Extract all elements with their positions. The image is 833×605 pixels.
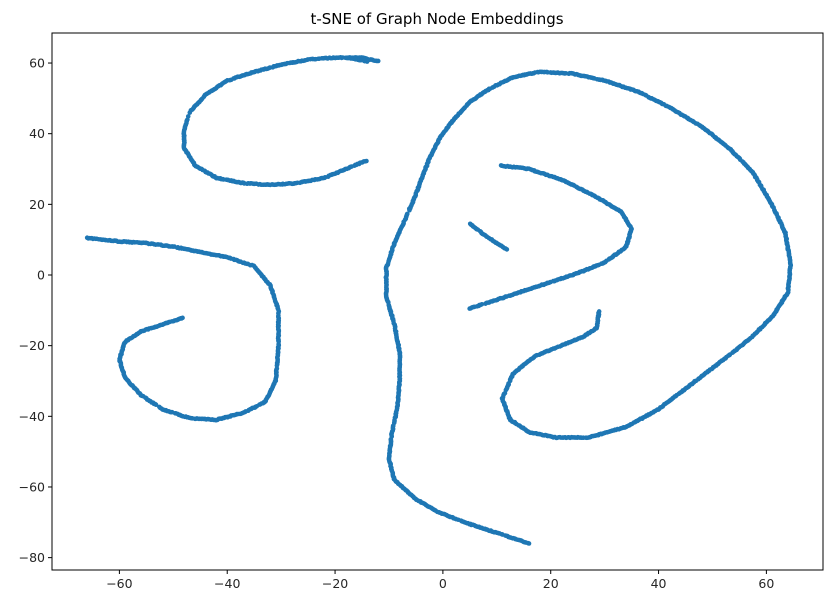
- x-tick-label: −20: [322, 576, 348, 591]
- x-tick-label: −40: [214, 576, 240, 591]
- data-point: [498, 163, 504, 168]
- plot-frame: [51, 32, 824, 571]
- data-point: [596, 309, 602, 314]
- data-point: [504, 247, 510, 252]
- data-point: [404, 211, 410, 217]
- x-tick-label: 40: [651, 576, 667, 591]
- x-tick-label: 60: [758, 576, 774, 591]
- data-point: [180, 315, 185, 321]
- data-point: [364, 158, 369, 164]
- y-tick-label: 60: [29, 56, 45, 71]
- data-points: [84, 55, 794, 546]
- y-tick-label: 0: [37, 268, 45, 283]
- y-axis: 60 40 20 0 −20 −40 −60 −80: [19, 56, 52, 565]
- y-tick-label: −40: [19, 409, 45, 424]
- data-point: [479, 301, 485, 307]
- y-tick-label: −60: [19, 479, 45, 494]
- data-point: [344, 55, 350, 60]
- chart-title: t-SNE of Graph Node Embeddings: [310, 10, 563, 28]
- y-tick-label: −20: [19, 338, 45, 353]
- x-axis: −60 −40 −20 0 20 40 60: [106, 570, 774, 591]
- x-tick-label: −60: [106, 576, 132, 591]
- y-tick-label: −80: [19, 550, 45, 565]
- x-tick-label: 20: [543, 576, 559, 591]
- x-tick-label: 0: [439, 576, 447, 591]
- data-point: [187, 110, 193, 115]
- y-tick-label: 40: [29, 126, 45, 141]
- y-tick-label: 20: [29, 197, 45, 212]
- data-point: [157, 404, 162, 410]
